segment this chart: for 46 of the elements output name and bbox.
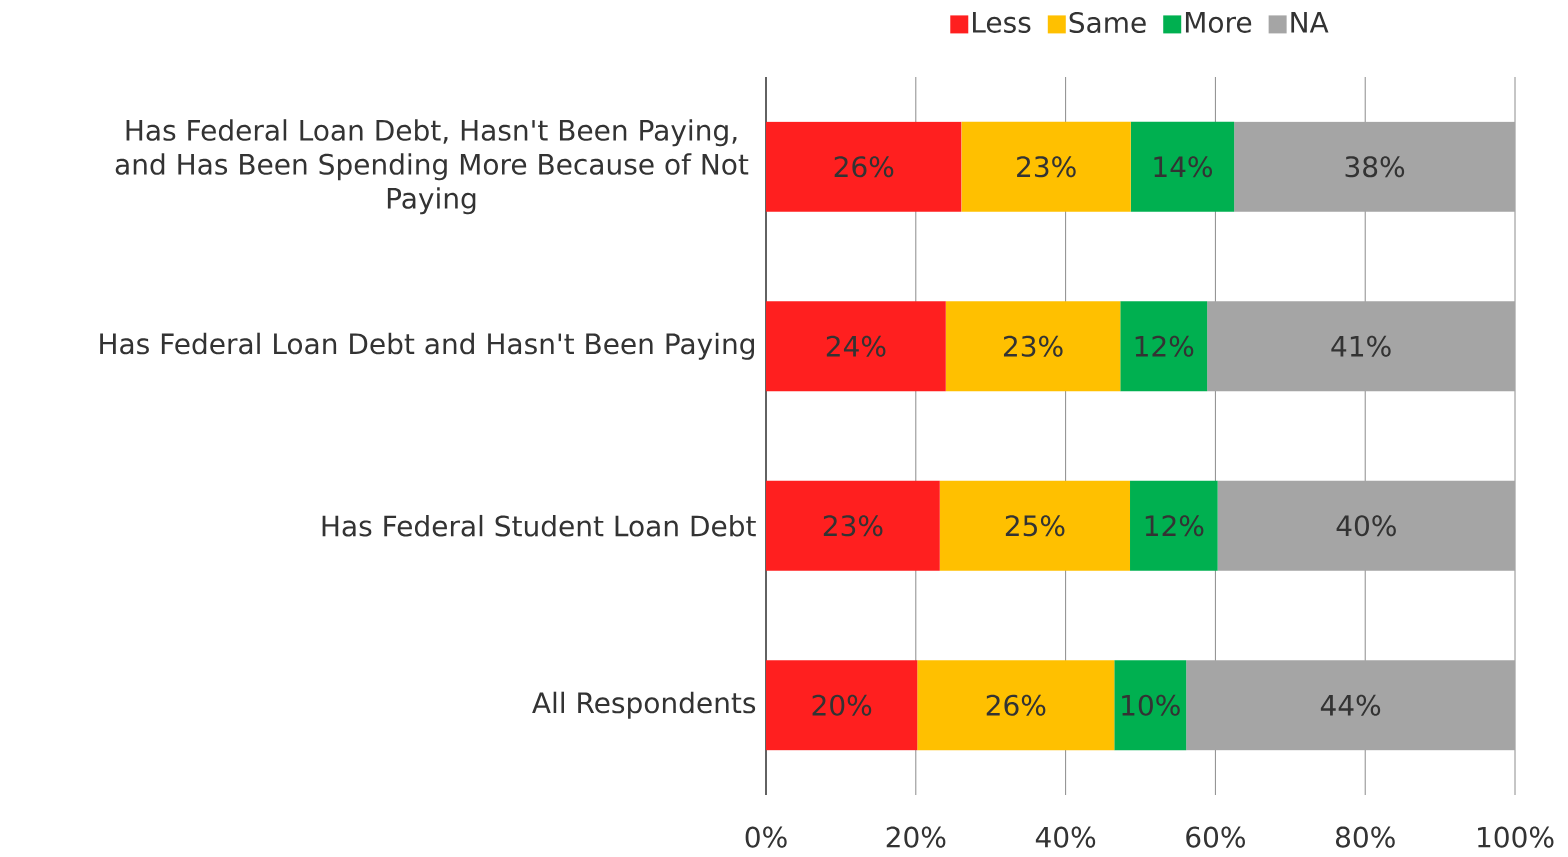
x-tick-label: 0% — [745, 826, 787, 848]
data-label: 25% — [1005, 515, 1065, 537]
bar — [961, 121, 1131, 212]
data-label: 20% — [812, 694, 872, 716]
bar — [1130, 121, 1235, 212]
bar — [917, 660, 1115, 751]
bar — [1130, 480, 1218, 571]
bar — [766, 301, 946, 392]
bar — [766, 480, 940, 571]
data-label: 24% — [826, 335, 886, 357]
data-label: 23% — [823, 515, 883, 537]
data-label: 40% — [1336, 515, 1396, 537]
bar — [1186, 660, 1516, 751]
x-tick-label: 100% — [1478, 826, 1554, 848]
y-tick-label: Has Federal Student Loan Debt — [322, 514, 756, 537]
data-label: 12% — [1145, 515, 1204, 537]
bar — [939, 480, 1131, 571]
data-label: 23% — [1017, 156, 1076, 178]
bar — [945, 301, 1121, 392]
y-tick-label: Has Federal Loan Debt and Hasn't Been Paying — [100, 332, 754, 360]
data-label: 44% — [1320, 694, 1381, 716]
data-label: 38% — [1345, 156, 1405, 178]
data-label: 41% — [1331, 335, 1391, 357]
bar — [766, 660, 918, 751]
legend-label: Less — [973, 12, 1031, 33]
bar — [1114, 660, 1187, 751]
data-label: 26% — [834, 156, 894, 178]
bar — [766, 121, 962, 212]
x-tick-label: 40% — [1035, 826, 1096, 848]
y-tick-label: Has Federal Loan Debt, Hasn't Been Paying, and Has Been Spending More Because of Not Paying — [115, 119, 749, 215]
data-label: 26% — [986, 694, 1046, 716]
x-tick-label: 80% — [1335, 826, 1395, 848]
data-label: 12% — [1135, 335, 1194, 357]
y-tick-label: All Respondents — [532, 691, 756, 719]
bar — [1217, 480, 1516, 571]
bar — [1207, 301, 1516, 392]
legend-label: More — [1185, 12, 1252, 33]
data-label: 10% — [1122, 694, 1180, 716]
x-tick-label: 20% — [886, 826, 946, 848]
data-label: 14% — [1154, 156, 1213, 178]
data-label: 23% — [1003, 335, 1063, 357]
legend-label: Same — [1069, 11, 1146, 34]
legend-label: NA — [1291, 12, 1329, 33]
bar — [1120, 301, 1208, 392]
bar — [1234, 121, 1516, 212]
x-tick-label: 60% — [1186, 826, 1245, 848]
